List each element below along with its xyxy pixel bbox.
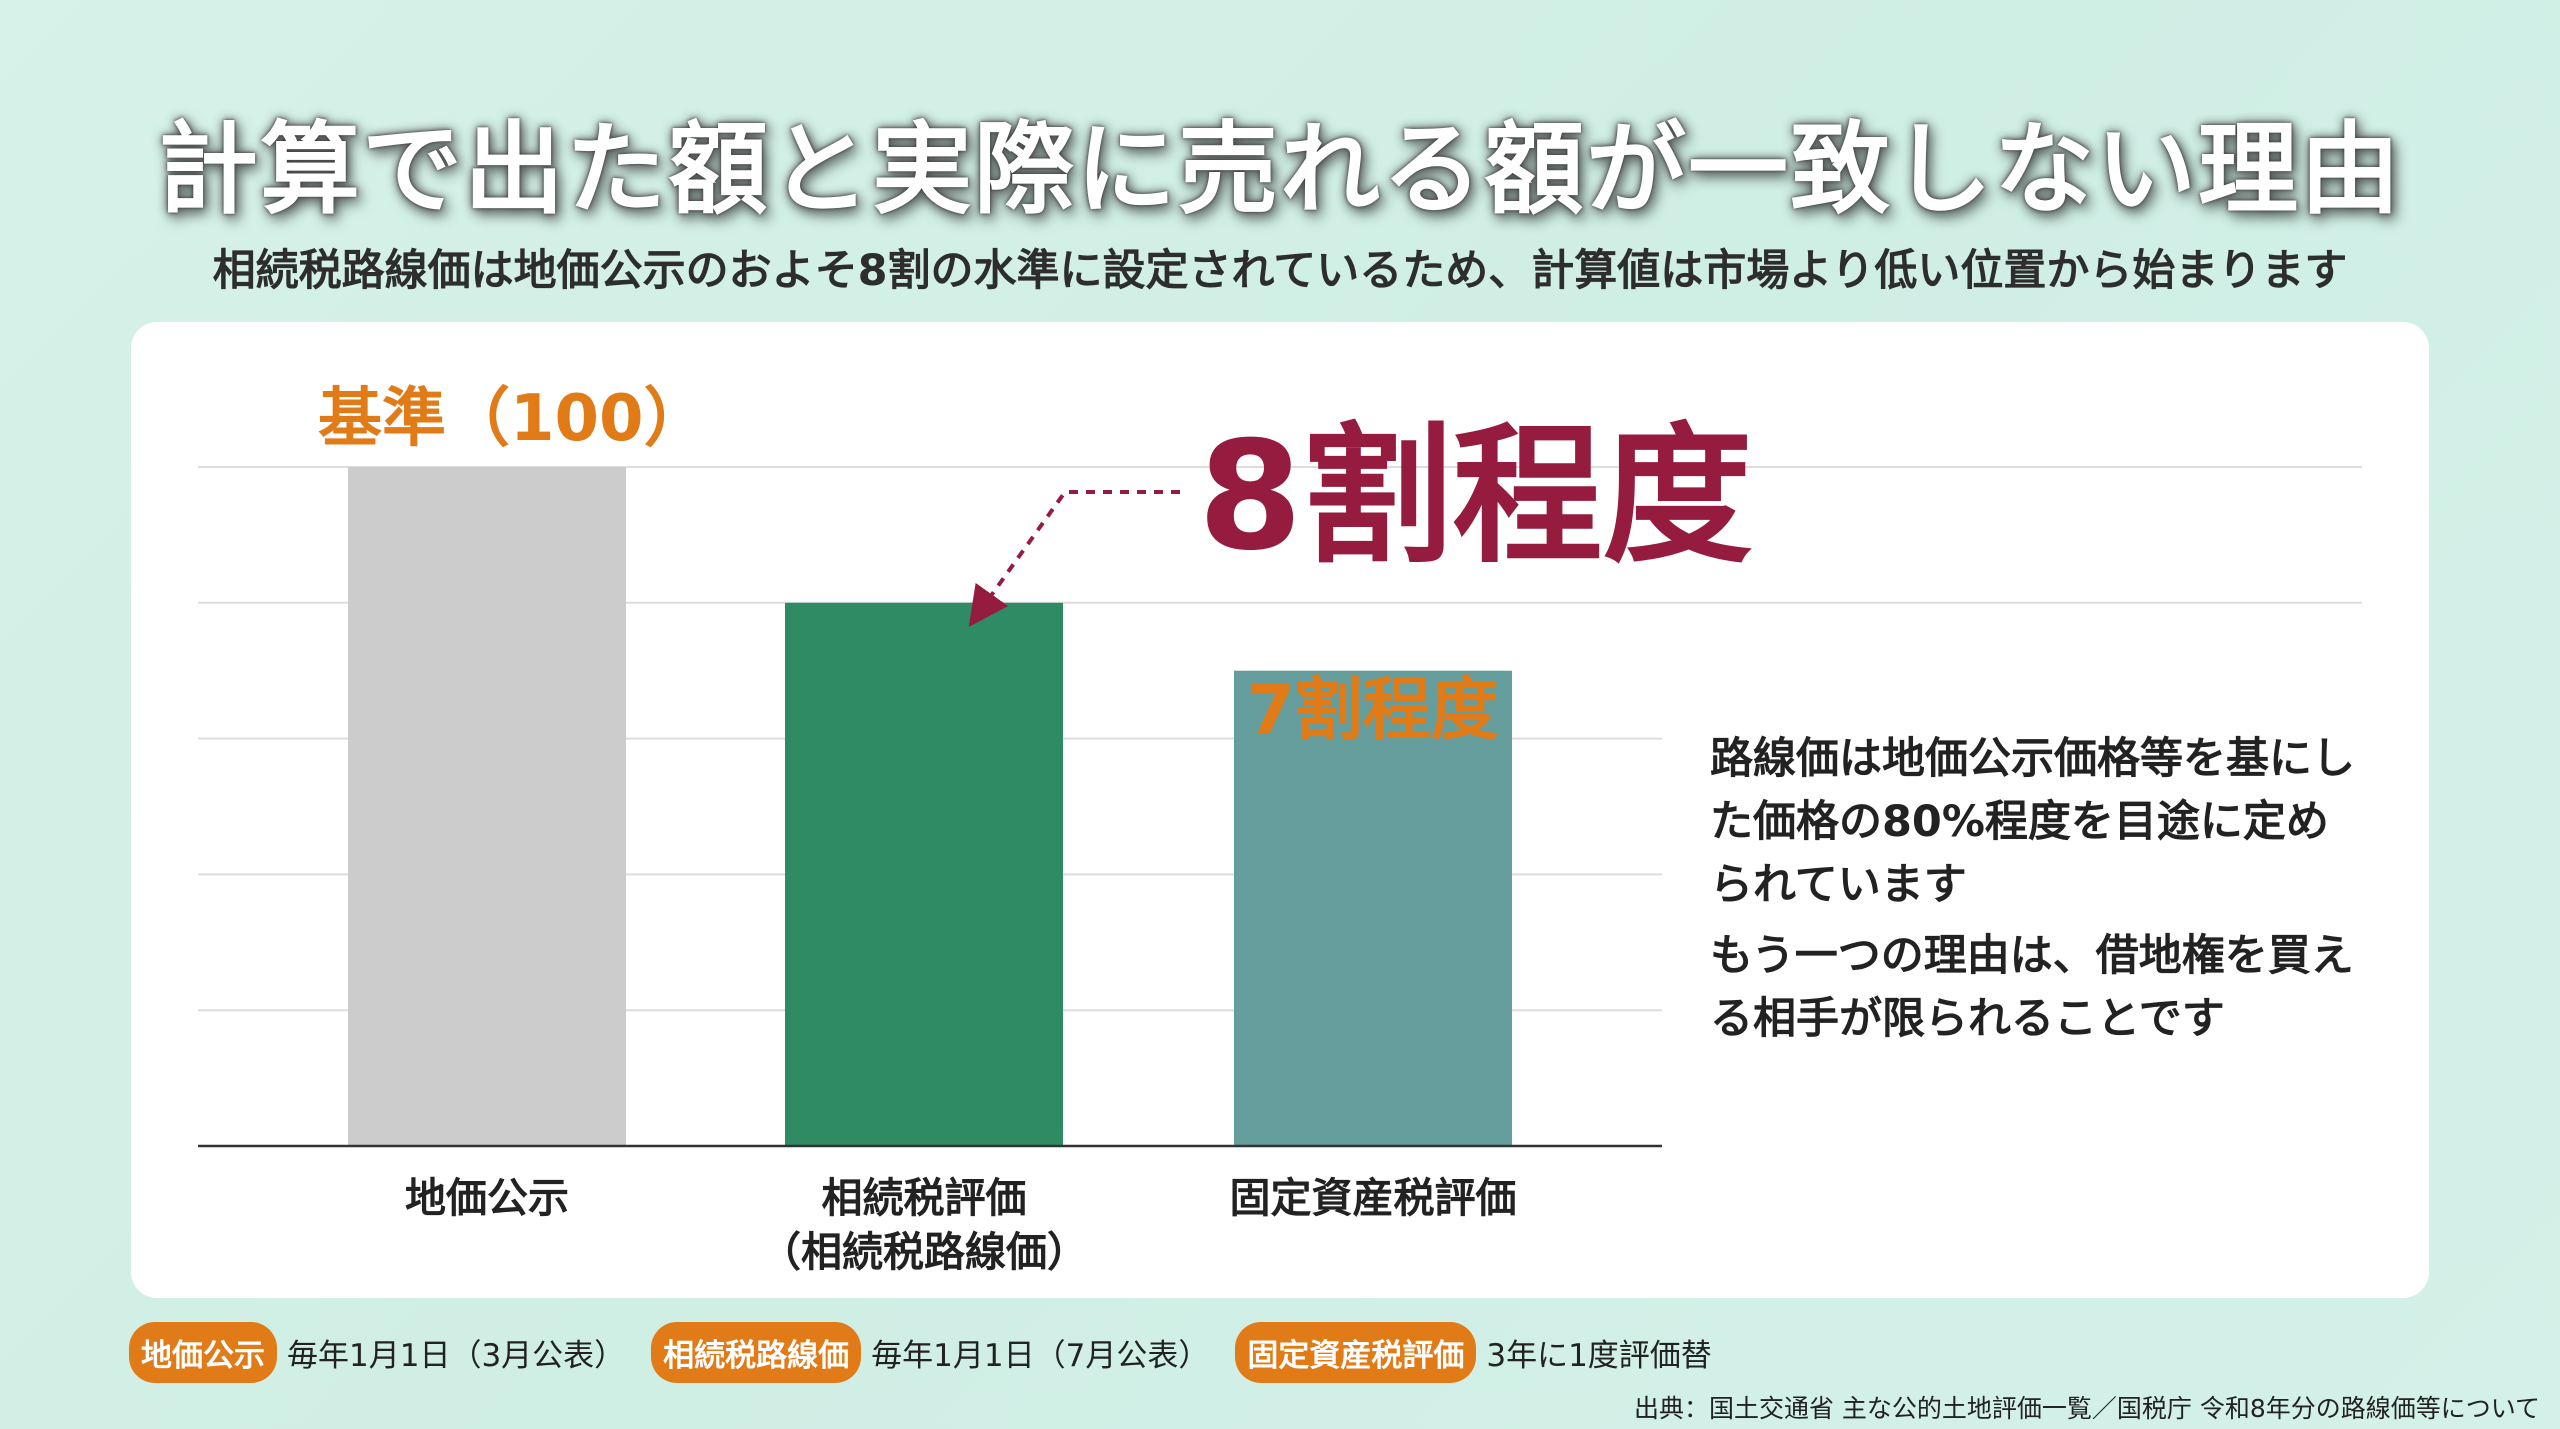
x-tick-label: （相続税路線価） xyxy=(760,1228,1088,1276)
bar-value-labels: 基準（100） 8割程度 7割程度 xyxy=(318,382,1752,750)
bar-label: 7割程度 xyxy=(1247,671,1498,750)
legend-tag: 固定資産税評価 xyxy=(1235,1321,1477,1383)
callout-text-2: もう一つの理由は、借地権を買える相手が限られることです xyxy=(1710,931,2354,1044)
bar xyxy=(785,602,1063,1146)
legend-desc: 毎年1月1日（7月公表） xyxy=(871,1337,1210,1374)
bar xyxy=(1234,670,1512,1146)
dashed-arrow xyxy=(968,490,1180,628)
callout-text-1: 路線価は地価公示価格等を基にした価格の80%程度を目途に定められています xyxy=(1710,734,2355,910)
chart-bars xyxy=(348,467,1512,1146)
legend-desc: 3年に1度評価替 xyxy=(1486,1337,1712,1374)
legend-tag: 相続税路線価 xyxy=(651,1321,862,1383)
x-tick-label: 地価公示 xyxy=(405,1174,569,1222)
x-tick-label: 相続税評価 xyxy=(822,1174,1027,1222)
bar-label-reference: 基準（100） xyxy=(318,382,708,456)
bar xyxy=(348,467,626,1146)
page-title: 計算で出た額と実際に売れる額が一致しない理由 xyxy=(158,111,2402,228)
source-note: 出典：国土交通省 主な公的土地評価一覧／国税庁 令和8年分の路線価等について xyxy=(1633,1394,2540,1423)
legend-desc: 毎年1月1日（3月公表） xyxy=(287,1337,626,1374)
bar-label-highlight: 8割程度 xyxy=(1198,410,1752,584)
legend-row: 地価公示 毎年1月1日（3月公表） 相続税路線価 毎年1月1日（7月公表） 固定… xyxy=(129,1321,1738,1383)
page-subtitle: 相続税路線価は地価公示のおよそ8割の水準に設定されているため、計算値は市場より低… xyxy=(212,246,2348,296)
legend-tag: 地価公示 xyxy=(129,1321,277,1383)
callout-arrow xyxy=(968,490,1180,628)
x-tick-labels: 地価公示 相続税評価 （相続税路線価） 固定資産税評価 xyxy=(405,1174,1517,1276)
x-tick-label: 固定資産税評価 xyxy=(1230,1174,1517,1222)
